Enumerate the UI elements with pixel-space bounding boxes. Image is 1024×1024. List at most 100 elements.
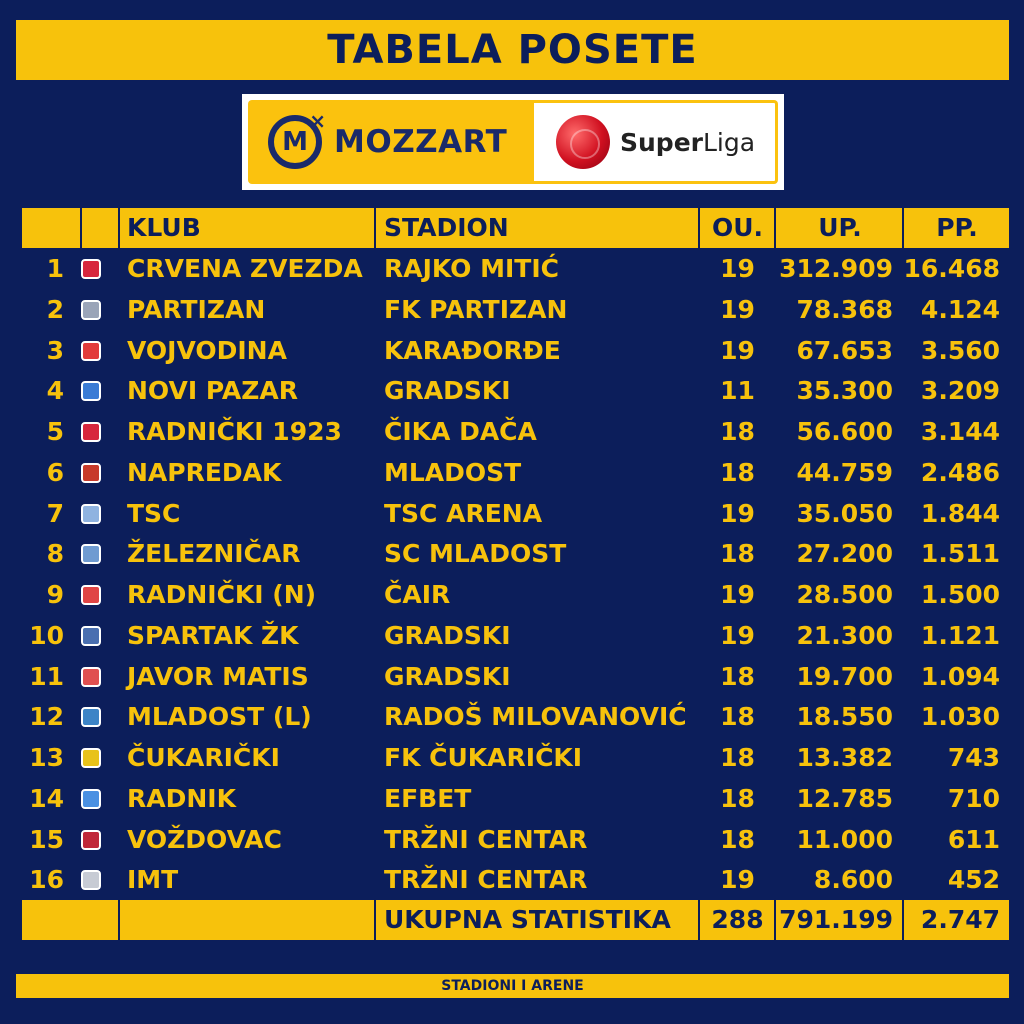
up-cell: 18.550: [796, 702, 893, 731]
table-row: 13 ČUKARIČKI FK ČUKARIČKI 18 13.382 743: [0, 738, 1024, 778]
rank-cell: 3: [46, 336, 64, 365]
club-cell: NOVI PAZAR: [127, 376, 298, 405]
rank-cell: 13: [29, 743, 64, 772]
footer-bar: STADIONI I ARENE: [16, 974, 1009, 998]
table-header: [22, 208, 1009, 248]
total-pp: 2.747: [920, 905, 1000, 934]
header-stadium: STADION: [384, 213, 509, 242]
mozzart-wordmark: MOZZART: [334, 124, 508, 160]
club-cell: SPARTAK ŽK: [127, 621, 299, 650]
ou-cell: 18: [720, 702, 755, 731]
pp-cell: 3.144: [920, 417, 1000, 446]
ou-cell: 19: [720, 621, 755, 650]
zeleznicar-crest-icon: [81, 544, 101, 564]
up-cell: 21.300: [796, 621, 893, 650]
pp-cell: 1.121: [920, 621, 1000, 650]
pp-cell: 3.560: [920, 336, 1000, 365]
stadium-cell: TSC ARENA: [384, 499, 543, 528]
ou-cell: 18: [720, 743, 755, 772]
stadium-cell: MLADOST: [384, 458, 522, 487]
ou-cell: 19: [720, 295, 755, 324]
ou-cell: 19: [720, 336, 755, 365]
table-row: 3 VOJVODINA KARAĐORĐE 19 67.653 3.560: [0, 331, 1024, 371]
footer-text: STADIONI I ARENE: [441, 978, 584, 994]
partizan-crest-icon: [81, 300, 101, 320]
red-star-crest-icon: [81, 259, 101, 279]
club-cell: VOJVODINA: [127, 336, 287, 365]
rank-cell: 6: [46, 458, 64, 487]
stadium-cell: SC MLADOST: [384, 539, 567, 568]
mozzart-logo: M × MOZZART: [248, 100, 534, 184]
pp-cell: 1.030: [920, 702, 1000, 731]
stadium-cell: TRŽNI CENTAR: [384, 825, 588, 854]
radnicki-crest-icon: [81, 422, 101, 442]
pp-cell: 1.094: [920, 662, 1000, 691]
club-cell: IMT: [127, 865, 179, 894]
club-cell: NAPREDAK: [127, 458, 282, 487]
header-ou: OU.: [711, 213, 764, 242]
ou-cell: 11: [720, 376, 755, 405]
ou-cell: 18: [720, 417, 755, 446]
table-row: 4 NOVI PAZAR GRADSKI 11 35.300 3.209: [0, 371, 1024, 411]
table-row: 2 PARTIZAN FK PARTIZAN 19 78.368 4.124: [0, 290, 1024, 330]
ou-cell: 18: [720, 539, 755, 568]
pp-cell: 3.209: [920, 376, 1000, 405]
sponsor-banner: M × MOZZART SuperLiga: [242, 94, 784, 190]
up-cell: 78.368: [796, 295, 893, 324]
napredak-crest-icon: [81, 463, 101, 483]
rank-cell: 11: [29, 662, 64, 691]
table-row: 5 RADNIČKI 1923 ČIKA DAČA 18 56.600 3.144: [0, 412, 1024, 452]
superliga-logo: SuperLiga: [534, 100, 778, 184]
club-cell: ŽELEZNIČAR: [127, 539, 301, 568]
table-row: 11 JAVOR MATIS GRADSKI 18 19.700 1.094: [0, 657, 1024, 697]
football-icon: [556, 115, 610, 169]
javor-crest-icon: [81, 667, 101, 687]
up-cell: 27.200: [796, 539, 893, 568]
table-row: 16 IMT TRŽNI CENTAR 19 8.600 452: [0, 860, 1024, 900]
stadium-cell: GRADSKI: [384, 376, 511, 405]
pp-cell: 611: [947, 825, 1000, 854]
stadium-cell: TRŽNI CENTAR: [384, 865, 588, 894]
table-row: 7 TSC TSC ARENA 19 35.050 1.844: [0, 494, 1024, 534]
rank-cell: 5: [46, 417, 64, 446]
radnicki-nis-crest-icon: [81, 585, 101, 605]
ou-cell: 19: [720, 580, 755, 609]
stadium-cell: FK PARTIZAN: [384, 295, 568, 324]
table-row: 12 MLADOST (L) RADOŠ MILOVANOVIĆ 18 18.550 1.…: [0, 697, 1024, 737]
total-up: 791.199: [779, 905, 893, 934]
table-row: 8 ŽELEZNIČAR SC MLADOST 18 27.200 1.511: [0, 534, 1024, 574]
pp-cell: 1.511: [920, 539, 1000, 568]
stadium-cell: EFBET: [384, 784, 472, 813]
pp-cell: 2.486: [920, 458, 1000, 487]
up-cell: 35.050: [796, 499, 893, 528]
up-cell: 44.759: [796, 458, 893, 487]
vozdovac-crest-icon: [81, 830, 101, 850]
superliga-wordmark: SuperLiga: [620, 127, 756, 157]
table-row: 9 RADNIČKI (N) ČAIR 19 28.500 1.500: [0, 575, 1024, 615]
up-cell: 35.300: [796, 376, 893, 405]
stadium-cell: RAJKO MITIĆ: [384, 254, 559, 283]
cukaricki-crest-icon: [81, 748, 101, 768]
club-cell: ČUKARIČKI: [127, 743, 280, 772]
mozzart-m-icon: M ×: [268, 109, 326, 169]
rank-cell: 7: [46, 499, 64, 528]
stadium-cell: ČAIR: [384, 580, 451, 609]
table-row: 14 RADNIK EFBET 18 12.785 710: [0, 779, 1024, 819]
stadium-cell: GRADSKI: [384, 621, 511, 650]
pp-cell: 16.468: [903, 254, 1000, 283]
total-ou: 288: [711, 905, 764, 934]
up-cell: 12.785: [796, 784, 893, 813]
rank-cell: 8: [46, 539, 64, 568]
stadium-cell: FK ČUKARIČKI: [384, 743, 583, 772]
rank-cell: 16: [29, 865, 64, 894]
club-cell: PARTIZAN: [127, 295, 266, 324]
ou-cell: 18: [720, 662, 755, 691]
ou-cell: 18: [720, 784, 755, 813]
up-cell: 8.600: [813, 865, 893, 894]
pp-cell: 1.844: [920, 499, 1000, 528]
stadium-cell: KARAĐORĐE: [384, 336, 561, 365]
table-row: 15 VOŽDOVAC TRŽNI CENTAR 18 11.000 611: [0, 820, 1024, 860]
club-cell: JAVOR MATIS: [127, 662, 309, 691]
ou-cell: 18: [720, 458, 755, 487]
stadium-cell: ČIKA DAČA: [384, 417, 537, 446]
